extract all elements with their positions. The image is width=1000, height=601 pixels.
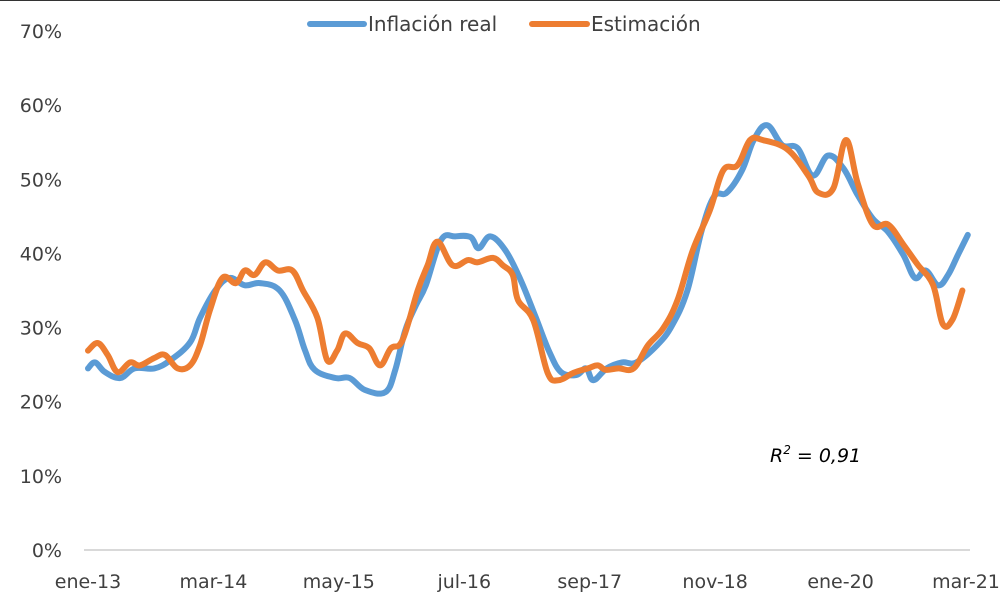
r-superscript: 2 [783,443,791,457]
y-tick-label: 70% [20,21,62,43]
y-tick-label: 10% [20,466,62,488]
y-tick-label: 20% [20,392,62,414]
x-tick-label: jul-16 [436,571,491,593]
top-border [0,0,1000,1]
y-tick-label: 60% [20,95,62,117]
y-tick-label: 30% [20,318,62,340]
x-tick-label: ene-20 [807,571,873,593]
x-tick-label: nov-18 [682,571,747,593]
r-label: R [770,445,783,467]
series-lines [85,122,971,397]
y-tick-label: 50% [20,169,62,191]
series-line-inflacion-real [85,122,971,397]
r-value: = 0,91 [791,445,861,467]
x-tick-label: may-15 [303,571,375,593]
legend: Inflación real Estimación [307,12,701,36]
x-tick-label: ene-13 [55,571,121,593]
legend-label-inflacion-real: Inflación real [368,12,497,36]
r-squared-annotation: R2 = 0,91 [770,443,861,467]
series-line-estimacion [85,134,966,384]
legend-label-estimacion: Estimación [591,12,701,36]
y-tick-label: 40% [20,243,62,265]
x-tick-label: mar-14 [180,571,248,593]
x-tick-label: mar-21 [932,571,1000,593]
x-tick-label: sep-17 [557,571,622,593]
x-axis-ticks: ene-13 mar-14 may-15 jul-16 sep-17 nov-1… [55,571,1000,593]
y-tick-label: 0% [32,540,62,562]
y-axis-ticks: 0% 10% 20% 30% 40% 50% 60% 70% [20,21,62,562]
